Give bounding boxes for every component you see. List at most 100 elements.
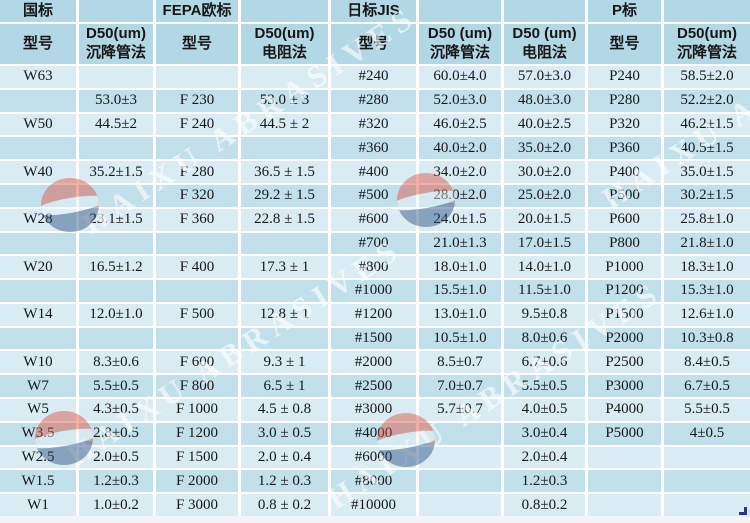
table-cell — [241, 137, 328, 160]
table-cell: #700 — [331, 232, 416, 255]
table-cell: 48.0±3.0 — [504, 89, 585, 112]
table-cell: 24.0±1.5 — [419, 208, 501, 231]
column-header-p-model: 型号 — [588, 24, 661, 64]
table-cell: 17.0±1.5 — [504, 232, 585, 255]
table-cell: W7 — [0, 375, 76, 398]
table-cell: P1200 — [588, 280, 661, 302]
group-header-gb: 国标 — [0, 0, 76, 22]
table-cell: 1.2±0.3 — [79, 470, 153, 493]
table-cell: 40.0±2.5 — [504, 113, 585, 136]
table-cell — [79, 66, 153, 88]
table-cell: 30.2±1.5 — [664, 184, 750, 207]
table-cell: F 360 — [156, 208, 238, 231]
group-header-spacer — [504, 0, 585, 22]
table-cell: W14 — [0, 303, 76, 326]
table-cell: 10.3±0.8 — [664, 327, 750, 350]
table-cell: 8.0±0.6 — [504, 327, 585, 350]
group-header-fepa: FEPA欧标 — [156, 0, 238, 22]
table-cell: 16.5±1.2 — [79, 256, 153, 279]
table-cell: F 400 — [156, 256, 238, 279]
table-cell: 22.8 ± 1.5 — [241, 208, 328, 231]
table-cell: 4.3±0.5 — [79, 399, 153, 421]
column-header-jis-d50-sedimentation: D50 (um) 沉降管法 — [419, 24, 501, 64]
table-cell: W5 — [0, 399, 76, 421]
table-cell: W10 — [0, 351, 76, 374]
table-cell: #240 — [331, 66, 416, 88]
table-cell: 25.0±2.0 — [504, 184, 585, 207]
table-cell: 53.0±3 — [79, 89, 153, 112]
table-cell — [0, 89, 76, 112]
table-cell: P800 — [588, 232, 661, 255]
table-cell — [241, 280, 328, 302]
table-cell: 40.5±1.5 — [664, 137, 750, 160]
table-cell — [79, 327, 153, 350]
table-cell: 20.0±1.5 — [504, 208, 585, 231]
column-header-jis-d50-resistance: D50 (um) 电阻法 — [504, 24, 585, 64]
table-cell: W1 — [0, 494, 76, 516]
column-header-gb-d50: D50(um) 沉降管法 — [79, 24, 153, 64]
table-cell: 21.0±1.3 — [419, 232, 501, 255]
table-cell: P400 — [588, 161, 661, 183]
table-cell: 40.0±2.0 — [419, 137, 501, 160]
table-cell: 34.0±2.0 — [419, 161, 501, 183]
table-cell: 10.5±1.0 — [419, 327, 501, 350]
table-cell: F 320 — [156, 184, 238, 207]
table-cell — [79, 137, 153, 160]
table-cell: 13.0±1.0 — [419, 303, 501, 326]
table-cell: 2.0±0.5 — [79, 446, 153, 469]
table-cell — [241, 327, 328, 350]
table-cell: #8000 — [331, 470, 416, 493]
table-cell: 1.2 ± 0.3 — [241, 470, 328, 493]
table-cell: #4000 — [331, 422, 416, 445]
table-cell: F 500 — [156, 303, 238, 326]
table-cell: 6.5 ± 1 — [241, 375, 328, 398]
table-cell: 44.5 ± 2 — [241, 113, 328, 136]
table-cell: F 240 — [156, 113, 238, 136]
table-cell: 53.0 ± 3 — [241, 89, 328, 112]
table-cell — [588, 494, 661, 516]
group-header-spacer — [664, 0, 750, 22]
table-cell: 8.3±0.6 — [79, 351, 153, 374]
table-cell: #280 — [331, 89, 416, 112]
table-cell: F 600 — [156, 351, 238, 374]
table-cell: P2500 — [588, 351, 661, 374]
table-cell: 9.5±0.8 — [504, 303, 585, 326]
table-cell: F 2000 — [156, 470, 238, 493]
table-cell: 35.2±1.5 — [79, 161, 153, 183]
table-cell — [0, 327, 76, 350]
table-cell — [0, 232, 76, 255]
table-cell: P1000 — [588, 256, 661, 279]
table-cell: P1500 — [588, 303, 661, 326]
table-cell: 6.7±0.6 — [504, 351, 585, 374]
table-cell: 5.7±0.7 — [419, 399, 501, 421]
column-header-fepa-model: 型号 — [156, 24, 238, 64]
table-cell: 15.3±1.0 — [664, 280, 750, 302]
table-cell: 23.1±1.5 — [79, 208, 153, 231]
table-cell — [419, 470, 501, 493]
table-cell — [419, 446, 501, 469]
table-cell: 57.0±3.0 — [504, 66, 585, 88]
table-cell: 46.2±1.5 — [664, 113, 750, 136]
table-cell — [588, 446, 661, 469]
table-cell: 28.0±2.0 — [419, 184, 501, 207]
table-cell: P5000 — [588, 422, 661, 445]
table-cell: 4.5 ± 0.8 — [241, 399, 328, 421]
table-cell: W2.5 — [0, 446, 76, 469]
table-cell: 4.0±0.5 — [504, 399, 585, 421]
group-header-p: P标 — [588, 0, 661, 22]
table-cell: 5.5±0.5 — [664, 399, 750, 421]
table-cell: 2.8±0.5 — [79, 422, 153, 445]
table-cell: 9.3 ± 1 — [241, 351, 328, 374]
table-cell: 52.0±3.0 — [419, 89, 501, 112]
table-cell: F 1000 — [156, 399, 238, 421]
table-cell: 3.0±0.4 — [504, 422, 585, 445]
table-cell: #3000 — [331, 399, 416, 421]
table-cell: 2.0±0.4 — [504, 446, 585, 469]
table-cell — [156, 232, 238, 255]
column-header-jis-model: 型号 — [331, 24, 416, 64]
table-cell — [79, 280, 153, 302]
table-cell: W40 — [0, 161, 76, 183]
table-cell: 5.5±0.5 — [79, 375, 153, 398]
